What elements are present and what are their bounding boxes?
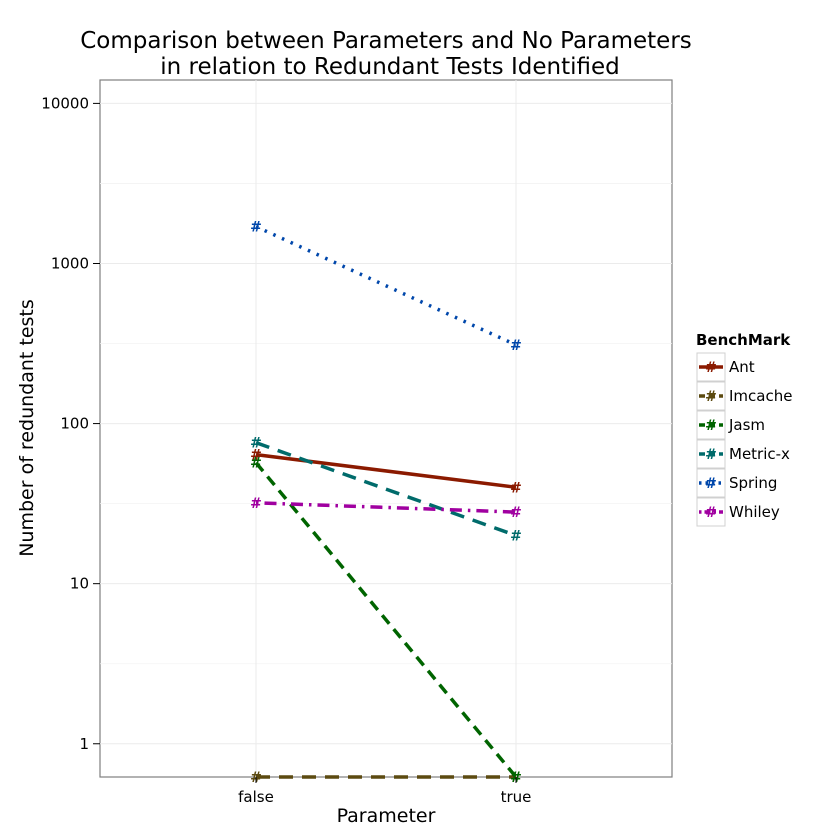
x-tick-label: false — [238, 788, 274, 806]
legend-title: BenchMark — [696, 331, 791, 349]
y-tick-label: 100 — [60, 415, 89, 433]
series-line-spring — [255, 225, 517, 347]
legend-key-marker: # — [705, 447, 717, 463]
data-point-metric-x: # — [250, 436, 262, 452]
series-line-whiley — [255, 501, 517, 514]
minor-gridlines — [100, 183, 672, 665]
y-axis-label: Number of redundant tests — [16, 299, 38, 557]
x-axis: false true — [238, 777, 531, 806]
legend-item-metric-x: # Metric-x — [696, 439, 790, 469]
legend-item-whiley: # Whiley — [696, 497, 780, 527]
series-metric-x: ## — [250, 436, 522, 545]
y-tick-label: 10 — [70, 575, 89, 593]
data-point-spring: # — [510, 338, 522, 354]
data-point-whiley: # — [510, 505, 522, 521]
legend-key-marker: # — [705, 418, 717, 434]
legend-item-jasm: # Jasm — [696, 410, 765, 440]
data-point-whiley: # — [250, 496, 262, 512]
legend-item-spring: # Spring — [696, 468, 777, 498]
legend-label-spring: Spring — [729, 474, 777, 492]
series-ant: ## — [250, 448, 522, 497]
data-point-ant: # — [510, 480, 522, 496]
series-spring: ## — [250, 220, 522, 354]
plot-panel — [99, 79, 673, 778]
y-tick-label: 1000 — [51, 254, 89, 272]
legend-key-marker: # — [705, 360, 717, 376]
series-whiley: ## — [250, 496, 522, 521]
data-point-jasm: # — [250, 456, 262, 472]
series-line-ant — [255, 452, 517, 490]
series-line-metric-x — [255, 441, 517, 538]
legend-item-imcache: # Imcache — [696, 381, 792, 411]
legend-key-marker: # — [705, 505, 717, 521]
legend-key-marker: # — [705, 476, 717, 492]
legend-key-marker: # — [705, 389, 717, 405]
legend-label-jasm: Jasm — [728, 416, 765, 434]
x-tick-label: true — [501, 788, 532, 806]
y-tick-label: 1 — [79, 735, 89, 753]
data-point-spring: # — [250, 220, 262, 236]
y-axis: 1 10 100 1000 10000 — [41, 94, 100, 753]
chart-title-line-1: Comparison between Parameters and No Par… — [80, 28, 692, 54]
y-tick-label: 10000 — [41, 94, 89, 112]
data-point-metric-x: # — [510, 528, 522, 544]
series-line-jasm — [254, 461, 518, 779]
legend-label-whiley: Whiley — [729, 503, 780, 521]
legend-label-imcache: Imcache — [729, 387, 792, 405]
data-point-ant: # — [250, 448, 262, 464]
x-axis-label: Parameter — [337, 805, 436, 827]
legend-label-metric-x: Metric-x — [729, 445, 790, 463]
chart-title-line-2: in relation to Redundant Tests Identifie… — [160, 54, 619, 80]
chart-title: Comparison between Parameters and No Par… — [80, 28, 692, 80]
legend-item-ant: # Ant — [696, 352, 755, 382]
legend-label-ant: Ant — [729, 358, 755, 376]
major-gridlines — [100, 80, 672, 777]
legend: BenchMark # Ant # Imcache # Jasm # Metric-x # Spr… — [696, 331, 792, 527]
